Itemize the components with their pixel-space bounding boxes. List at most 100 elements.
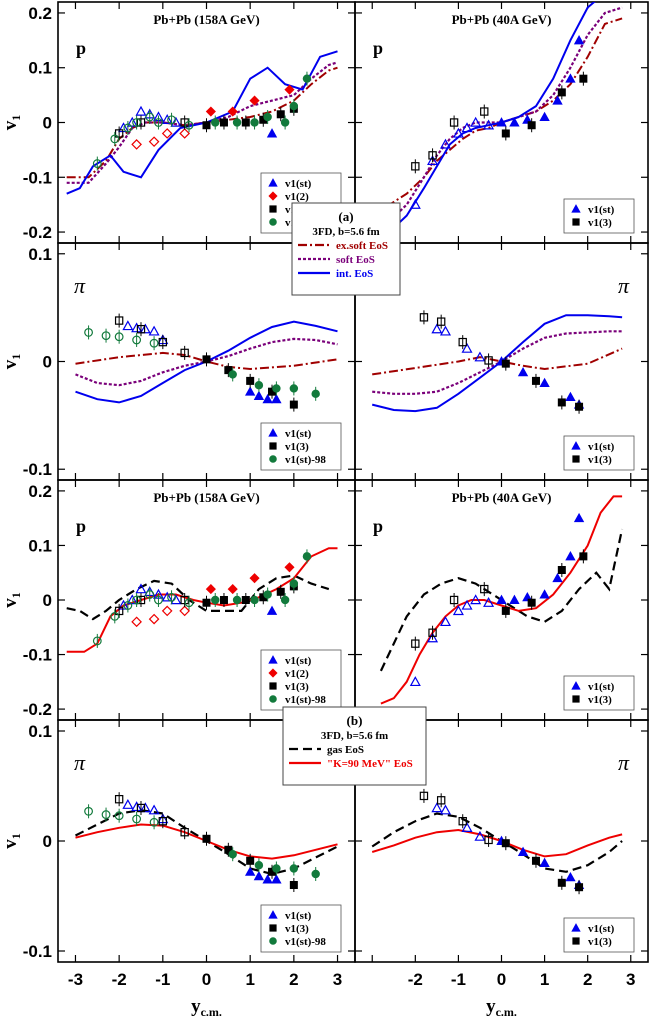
triangle-marker (253, 390, 265, 400)
square-marker (419, 791, 429, 801)
circle-marker (269, 218, 277, 226)
legend-label: v1(st) (285, 428, 312, 440)
y-tick-label: 0.1 (28, 536, 52, 555)
legend-label: v1(3) (588, 694, 612, 706)
legend-label: v1(2) (285, 668, 309, 680)
legend-frame (563, 917, 635, 953)
x-tick-label: 0 (497, 970, 506, 989)
square-marker (224, 366, 233, 375)
square-marker (480, 107, 489, 116)
legend-label: v1(3) (285, 923, 309, 935)
circle-marker (269, 937, 277, 945)
circle-marker (289, 384, 299, 393)
square-marker (419, 313, 429, 322)
legend-label: v1(st) (588, 681, 615, 693)
circle-marker (123, 123, 133, 133)
circle-marker (311, 869, 320, 879)
circle-marker (114, 332, 124, 342)
triangle-marker (461, 122, 473, 133)
triangle-marker (139, 802, 151, 813)
y-tick-label: -0.2 (23, 700, 52, 719)
square-marker (289, 400, 298, 409)
triangle-marker (571, 204, 581, 213)
particle-label: π (618, 750, 630, 775)
triangle-marker (573, 512, 585, 523)
triangle-marker (496, 117, 507, 127)
triangle-marker (126, 594, 138, 605)
y-axis-label-sub: 1 (9, 833, 23, 839)
square-marker (579, 74, 588, 83)
panel-plot-area (371, 310, 623, 414)
circle-marker (149, 817, 159, 827)
triangle-marker (461, 342, 473, 353)
triangle-marker (470, 116, 482, 127)
annotation-line-label: gas EoS (327, 744, 364, 756)
square-marker (241, 118, 250, 127)
square-marker (572, 218, 580, 226)
square-marker (449, 595, 459, 605)
triangle-marker (539, 377, 550, 388)
circle-marker (101, 810, 111, 820)
circle-marker (167, 592, 176, 602)
legend-frame (563, 675, 635, 711)
square-marker (276, 110, 285, 119)
triangle-marker (552, 95, 563, 105)
circle-marker (114, 811, 124, 821)
square-marker (557, 878, 566, 887)
triangle-marker (266, 605, 278, 615)
x-axis-label-main: y (486, 996, 496, 1017)
y-tick-label: 0.2 (28, 482, 52, 501)
x-axis-label-main: y (191, 996, 201, 1017)
circle-marker (263, 112, 272, 122)
triangle-marker (439, 616, 452, 627)
triangle-marker (565, 871, 576, 882)
legend-label: v1(3) (588, 936, 612, 948)
triangle-marker (409, 198, 421, 209)
diamond-marker (148, 136, 160, 148)
triangle-marker (496, 594, 507, 604)
triangle-marker (565, 551, 576, 561)
circle-marker (254, 380, 264, 390)
square-marker (202, 121, 211, 130)
square-marker (289, 881, 298, 890)
circle-marker (145, 112, 155, 122)
triangle-marker (431, 802, 443, 813)
triangle-marker (517, 846, 529, 856)
particle-label: π (618, 273, 630, 298)
square-marker (180, 595, 189, 605)
annotation-label: (b) (347, 713, 363, 728)
y-tick-label: 0 (43, 591, 52, 610)
y-tick-label: 0.1 (28, 245, 52, 264)
triangle-marker (117, 599, 130, 610)
triangle-marker (539, 857, 550, 867)
y-tick-label: 0.2 (28, 4, 52, 23)
y-axis-label-sub: 1 (9, 354, 23, 360)
square-marker (411, 162, 420, 171)
y-axis-label-main: v (0, 598, 21, 608)
x-tick-label: -2 (112, 970, 127, 989)
particle-label: p (76, 38, 86, 58)
square-marker (501, 839, 510, 848)
diamond-marker (227, 106, 238, 117)
diamond-marker (249, 573, 260, 584)
square-marker (557, 566, 566, 575)
circle-marker (289, 101, 299, 111)
legend-label: v1(3) (285, 441, 309, 453)
diamond-marker (131, 616, 142, 628)
triangle-marker (266, 128, 278, 138)
triangle-marker (427, 632, 439, 643)
triangle-marker (461, 822, 473, 833)
diamond-marker (161, 605, 173, 617)
diamond-marker (179, 605, 191, 617)
triangle-marker (122, 798, 134, 809)
panel-plot-area (379, 495, 624, 705)
series-line (371, 828, 623, 858)
circle-marker (269, 455, 277, 463)
x-tick-label: 3 (333, 970, 342, 989)
triangle-marker (439, 804, 452, 815)
triangle-marker (571, 681, 581, 690)
circle-marker (132, 595, 142, 605)
triangle-marker (571, 923, 581, 932)
triangle-marker (271, 874, 282, 884)
